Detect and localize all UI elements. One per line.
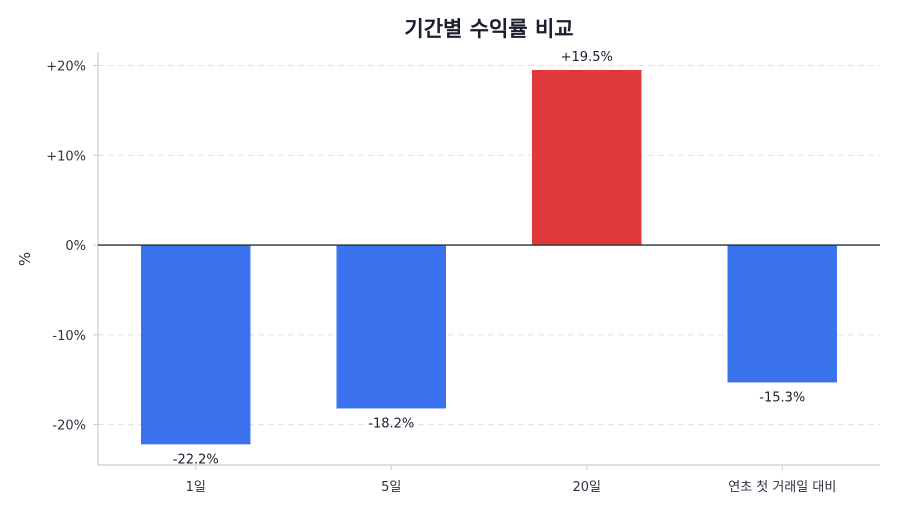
y-tick-label: -10% <box>52 329 86 344</box>
y-tick-label: 0% <box>65 239 86 254</box>
data-label: +19.5% <box>561 50 613 65</box>
y-axis-label: % <box>16 252 34 266</box>
y-tick-label: -20% <box>52 419 86 434</box>
data-labels: -22.2% -18.2% +19.5% -15.3% <box>173 50 806 467</box>
x-tick-label: 5일 <box>381 480 401 495</box>
data-label: -18.2% <box>368 416 414 431</box>
x-tick-label: 연초 첫 거래일 대비 <box>728 480 836 495</box>
bar-3 <box>727 245 837 383</box>
chart-title: 기간별 수익률 비교 <box>404 17 573 41</box>
x-axis-ticks: 1일 5일 20일 연초 첫 거래일 대비 <box>186 465 836 495</box>
y-tick-label: +10% <box>46 149 86 164</box>
axes <box>97 52 880 466</box>
bar-1 <box>336 245 446 409</box>
bars <box>141 69 837 445</box>
bar-0 <box>141 245 251 445</box>
bar-2 <box>532 69 642 246</box>
x-tick-label: 1일 <box>186 480 206 495</box>
data-label: -15.3% <box>759 390 805 405</box>
data-label: -22.2% <box>173 452 219 467</box>
y-tick-label: +20% <box>46 59 86 74</box>
y-axis-ticks: +20% +10% 0% -10% -20% <box>46 59 98 434</box>
x-tick-label: 20일 <box>572 480 601 495</box>
